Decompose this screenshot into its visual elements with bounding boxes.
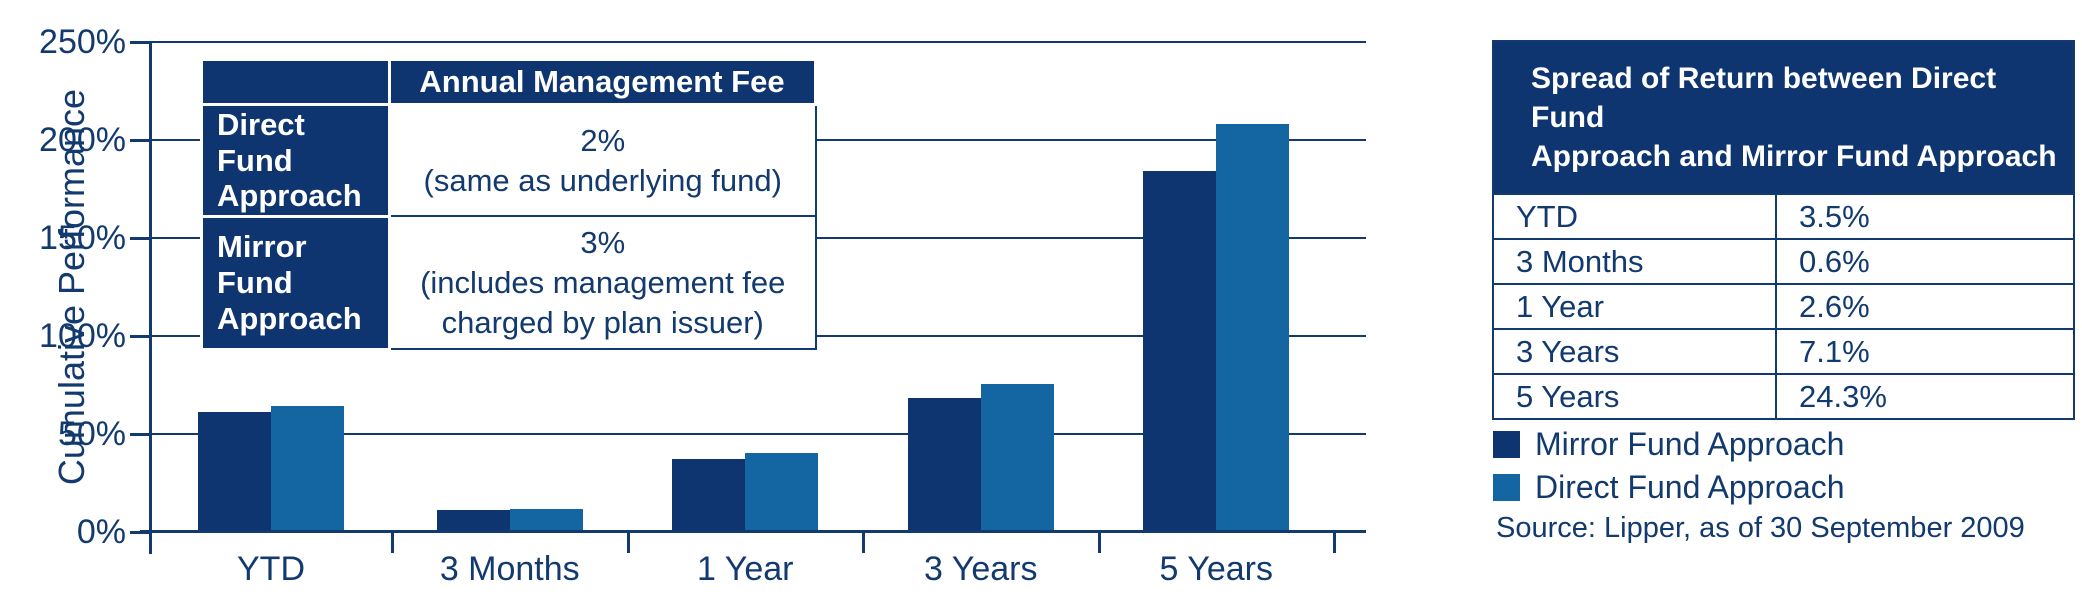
fee-table-row-label-mirror: Mirror Fund Approach bbox=[200, 214, 391, 351]
x-axis-tick bbox=[1333, 531, 1336, 553]
spread-value: 7.1% bbox=[1774, 328, 2076, 375]
y-axis-tick bbox=[130, 237, 150, 240]
spread-value: 0.6% bbox=[1774, 238, 2076, 285]
bar-direct-fund-approach bbox=[271, 405, 344, 532]
y-tick-label: 200% bbox=[39, 121, 126, 159]
fee-value: 3% bbox=[580, 225, 626, 261]
table-row: 3 Months 0.6% bbox=[1492, 238, 2076, 285]
legend-label: Mirror Fund Approach bbox=[1535, 426, 1845, 462]
bar-mirror-fund-approach bbox=[198, 412, 271, 532]
bar-direct-fund-approach bbox=[980, 383, 1054, 532]
x-axis-tick bbox=[1097, 531, 1101, 553]
y-tick-label: 50% bbox=[57, 415, 126, 453]
x-category-label: YTD bbox=[237, 550, 305, 588]
legend-label: Direct Fund Approach bbox=[1535, 469, 1845, 505]
gridline bbox=[150, 41, 1366, 43]
table-row: YTD 3.5% bbox=[1492, 193, 2076, 240]
bar-direct-fund-approach bbox=[1216, 123, 1290, 532]
fee-table: Annual Management Fee Direct Fund Approa… bbox=[200, 58, 817, 351]
spread-value: 3.5% bbox=[1774, 193, 2076, 240]
bar-direct-fund-approach bbox=[745, 453, 819, 532]
fee-value: 2% bbox=[580, 123, 626, 159]
fee-table-value-mirror: 3% (includes management fee charged by p… bbox=[388, 215, 817, 351]
x-axis-tick bbox=[626, 531, 630, 553]
spread-period: 5 Years bbox=[1492, 373, 1777, 420]
y-tick-label: 250% bbox=[39, 23, 126, 61]
spread-table-title-line2: Approach and Mirror Fund Approach bbox=[1531, 140, 2057, 173]
fee-table-row-label-direct: Direct Fund Approach bbox=[200, 103, 391, 218]
spread-value: 24.3% bbox=[1774, 373, 2076, 420]
y-axis-tick bbox=[130, 139, 150, 142]
x-axis-line bbox=[140, 530, 1366, 533]
table-row: 5 Years 24.3% bbox=[1492, 373, 2076, 420]
y-tick-label: 0% bbox=[76, 513, 126, 551]
spread-table: Spread of Return between Direct Fund App… bbox=[1491, 40, 2076, 420]
table-row: 3 Years 7.1% bbox=[1492, 328, 2076, 375]
bar-mirror-fund-approach bbox=[1143, 171, 1217, 532]
spread-table-title: Spread of Return between Direct Fund App… bbox=[1491, 40, 2076, 195]
bar-mirror-fund-approach bbox=[436, 510, 510, 532]
fee-note: (same as underlying fund) bbox=[423, 162, 782, 198]
direct-fund-swatch-icon bbox=[1493, 473, 1520, 501]
spread-value: 2.6% bbox=[1774, 283, 2076, 330]
y-axis-line bbox=[149, 42, 152, 554]
gridline bbox=[150, 433, 1366, 435]
y-axis-tick bbox=[130, 335, 150, 338]
fee-table-header-cell: Annual Management Fee bbox=[388, 58, 817, 106]
source-note: Source: Lipper, as of 30 September 2009 bbox=[1496, 512, 2025, 544]
spread-period: 3 Years bbox=[1492, 328, 1777, 375]
fee-note: (includes management fee charged by plan… bbox=[420, 265, 786, 340]
legend-item-direct-fund: Direct Fund Approach bbox=[1493, 471, 1845, 503]
x-category-label: 3 Months bbox=[439, 550, 580, 588]
spread-period: 3 Months bbox=[1492, 238, 1777, 285]
table-row: 1 Year 2.6% bbox=[1492, 283, 2076, 330]
y-axis-tick bbox=[130, 433, 150, 436]
fee-table-corner-cell bbox=[200, 58, 391, 106]
bar-mirror-fund-approach bbox=[907, 397, 981, 532]
spread-period: 1 Year bbox=[1492, 283, 1777, 330]
y-axis-tick bbox=[130, 41, 150, 44]
y-tick-label: 100% bbox=[39, 317, 126, 355]
fee-table-value-direct: 2% (same as underlying fund) bbox=[388, 103, 817, 218]
mirror-fund-swatch-icon bbox=[1493, 430, 1520, 458]
x-category-label: 5 Years bbox=[1159, 550, 1273, 588]
y-tick-label: 150% bbox=[39, 219, 126, 257]
spread-period: YTD bbox=[1492, 193, 1777, 240]
legend-item-mirror-fund: Mirror Fund Approach bbox=[1493, 428, 1844, 460]
x-axis-tick bbox=[391, 531, 394, 553]
x-category-label: 3 Years bbox=[924, 550, 1038, 588]
bar-direct-fund-approach bbox=[509, 509, 583, 532]
bar-mirror-fund-approach bbox=[672, 458, 746, 532]
spread-table-title-line1: Spread of Return between Direct Fund bbox=[1531, 62, 1997, 134]
x-category-label: 1 Year bbox=[697, 550, 794, 588]
x-axis-tick bbox=[862, 531, 865, 553]
